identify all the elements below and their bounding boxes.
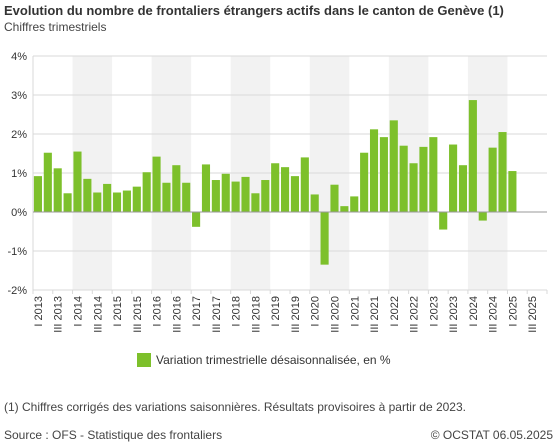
y-tick-label: -1% bbox=[7, 246, 27, 258]
bar bbox=[93, 192, 102, 212]
bar bbox=[33, 176, 42, 212]
bar bbox=[439, 212, 448, 230]
bar bbox=[53, 168, 62, 212]
bar bbox=[112, 192, 122, 212]
x-tick-label: I 2021 bbox=[349, 296, 361, 327]
x-tick-label: I 2019 bbox=[270, 296, 282, 327]
bar bbox=[73, 151, 82, 212]
bar bbox=[201, 164, 211, 212]
legend-swatch bbox=[137, 353, 151, 367]
x-tick-label: I 2023 bbox=[428, 296, 440, 327]
x-tick-label: III 2025 bbox=[527, 296, 539, 333]
bar bbox=[330, 184, 339, 212]
x-tick-label: I 2022 bbox=[389, 296, 401, 327]
x-tick-label: III 2016 bbox=[171, 296, 183, 333]
x-tick-label: I 2017 bbox=[191, 296, 203, 327]
x-tick-label: III 2014 bbox=[92, 296, 104, 333]
x-tick-label: III 2022 bbox=[409, 296, 421, 333]
bar bbox=[281, 167, 290, 212]
x-tick-label: I 2014 bbox=[72, 296, 84, 327]
y-tick-label: 2% bbox=[11, 129, 27, 141]
bar bbox=[43, 152, 52, 212]
bar bbox=[271, 163, 280, 212]
bar bbox=[389, 120, 398, 212]
x-tick-label: III 2023 bbox=[448, 296, 460, 333]
x-tick-labels: I 2013 III 2013 I 2014 III 2014 I 2015 III 20… bbox=[33, 296, 539, 333]
chart-title: Evolution du nombre de frontaliers étran… bbox=[4, 3, 504, 18]
x-tick-label: I 2016 bbox=[152, 296, 164, 327]
bar bbox=[429, 137, 438, 212]
bar bbox=[340, 206, 349, 212]
bar bbox=[360, 152, 369, 212]
x-tick-label: III 2018 bbox=[250, 296, 262, 333]
bar bbox=[172, 165, 181, 212]
bar bbox=[192, 212, 201, 227]
bar bbox=[419, 146, 428, 212]
x-tick-label: I 2025 bbox=[507, 296, 519, 327]
bar bbox=[310, 194, 319, 212]
y-tick-label: 0% bbox=[11, 207, 27, 219]
bar bbox=[221, 173, 230, 212]
x-tick-label: III 2013 bbox=[53, 296, 65, 333]
x-tick-label: I 2015 bbox=[112, 296, 124, 327]
bar bbox=[399, 145, 408, 212]
x-tick-label: III 2017 bbox=[211, 296, 223, 333]
bar bbox=[379, 137, 388, 212]
bar bbox=[449, 144, 458, 212]
bar bbox=[409, 163, 418, 212]
y-tick-labels: -2% -1% 0% 1% 2% 3% 4% bbox=[7, 51, 27, 297]
bar bbox=[182, 182, 191, 212]
bar bbox=[122, 190, 131, 212]
bar-series bbox=[33, 100, 517, 265]
y-tick-label: 4% bbox=[11, 51, 27, 63]
axes bbox=[32, 56, 548, 294]
legend-label: Variation trimestrielle désaisonnalisée,… bbox=[156, 353, 391, 367]
bar bbox=[142, 172, 151, 212]
bar bbox=[320, 212, 329, 265]
bar bbox=[231, 181, 240, 212]
bar bbox=[241, 176, 250, 212]
bar bbox=[261, 180, 270, 212]
source-text: Source : OFS - Statistique des frontalie… bbox=[4, 428, 223, 442]
bar bbox=[211, 180, 220, 212]
chart-subtitle: Chiffres trimestriels bbox=[4, 20, 107, 34]
y-tick-label: 3% bbox=[11, 90, 27, 102]
legend: Variation trimestrielle désaisonnalisée,… bbox=[137, 353, 391, 367]
bar bbox=[103, 183, 112, 212]
bar bbox=[251, 193, 260, 212]
x-tick-label: III 2020 bbox=[329, 296, 341, 333]
x-tick-label: I 2018 bbox=[231, 296, 243, 327]
bar bbox=[152, 156, 161, 212]
bar-chart: -2% -1% 0% 1% 2% 3% 4% I 2013 III 2013 I 2014 III… bbox=[7, 51, 548, 367]
copyright-text: © OCSTAT 06.05.2025 bbox=[430, 428, 553, 442]
x-tick-label: III 2015 bbox=[132, 296, 144, 333]
y-tick-label: 1% bbox=[11, 168, 27, 180]
bar bbox=[290, 176, 299, 212]
x-tick-label: III 2021 bbox=[369, 296, 381, 333]
bar bbox=[369, 129, 379, 212]
bar bbox=[478, 212, 487, 221]
bar bbox=[498, 132, 507, 212]
bar bbox=[300, 157, 309, 212]
x-tick-label: I 2024 bbox=[468, 296, 480, 327]
bar bbox=[488, 147, 497, 212]
x-tick-label: III 2024 bbox=[488, 296, 500, 333]
bar bbox=[350, 196, 359, 212]
bar bbox=[132, 186, 141, 212]
bar bbox=[162, 182, 171, 212]
x-tick-label: I 2013 bbox=[33, 296, 45, 327]
x-tick-label: I 2020 bbox=[310, 296, 322, 327]
bar bbox=[83, 178, 92, 212]
bar bbox=[458, 165, 468, 212]
x-tick-label: III 2019 bbox=[290, 296, 302, 333]
bar bbox=[63, 193, 72, 212]
bar bbox=[508, 171, 517, 212]
footnote: (1) Chiffres corrigés des variations sai… bbox=[4, 400, 466, 414]
y-tick-label: -2% bbox=[7, 285, 27, 297]
bar bbox=[468, 100, 477, 212]
